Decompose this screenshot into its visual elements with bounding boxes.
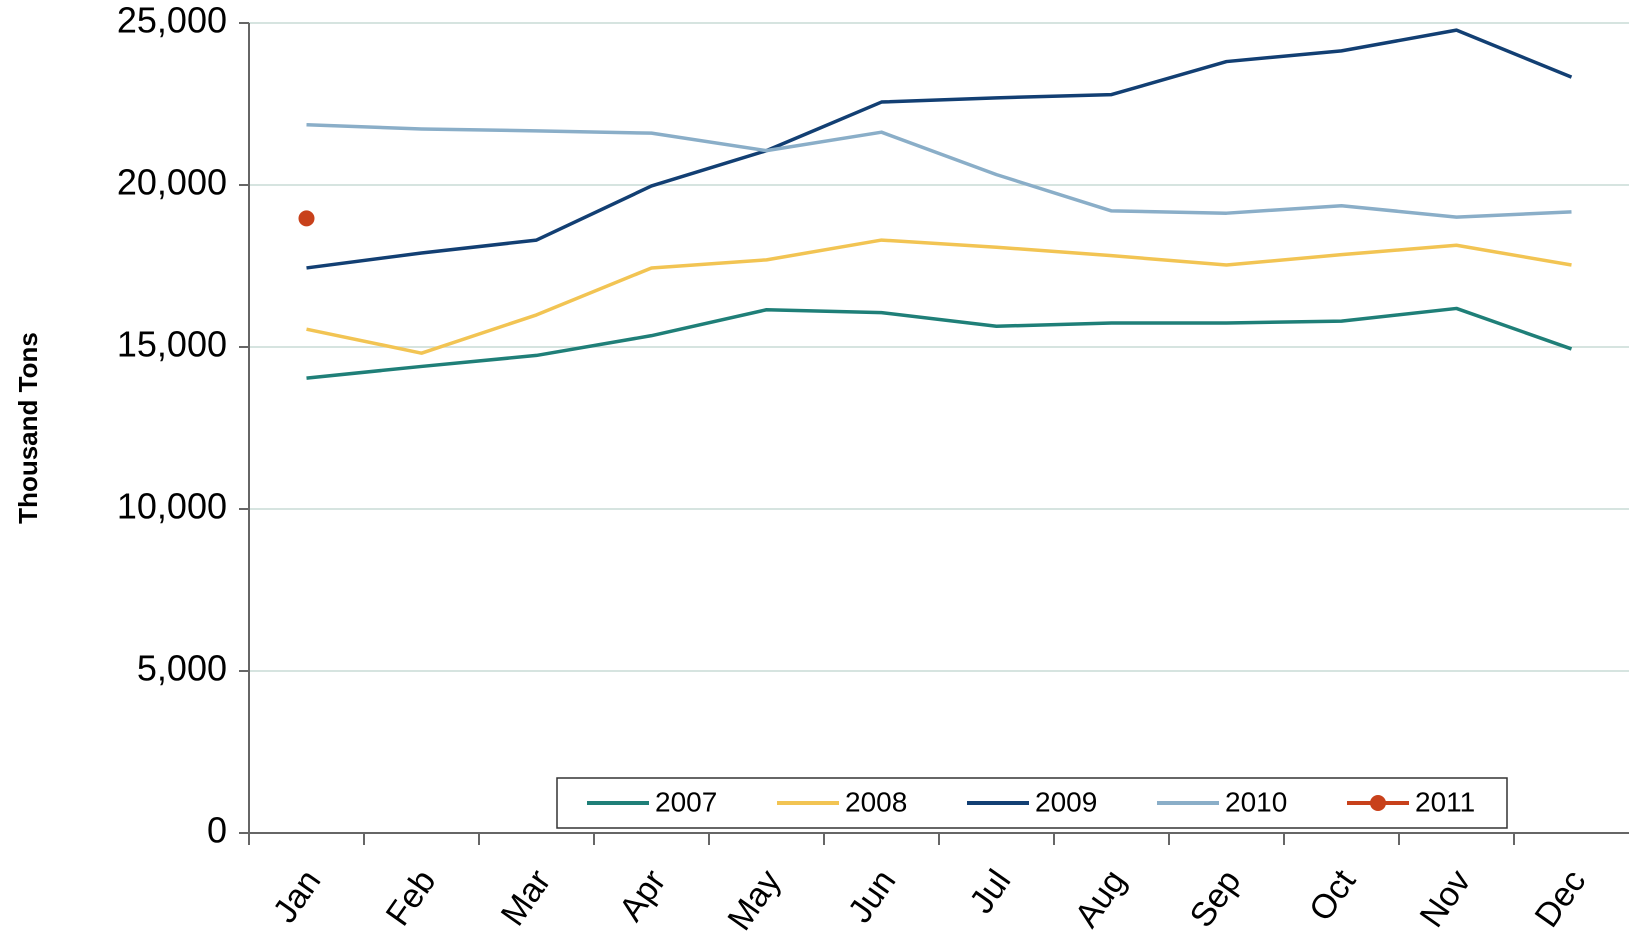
y-tick-label: 20,000 (117, 162, 227, 203)
y-tick-label: 25,000 (117, 0, 227, 41)
legend-label: 2007 (655, 786, 717, 817)
x-tick-label: Aug (1068, 863, 1134, 934)
x-tick-label: Jun (841, 863, 904, 930)
x-tick-label: Dec (1528, 863, 1594, 934)
x-tick-label: Nov (1413, 863, 1479, 934)
point (298, 210, 315, 227)
x-tick-label: Apr (612, 863, 673, 928)
x-tick-label: Mar (494, 863, 559, 933)
legend-marker (1370, 795, 1386, 811)
series-line (306, 306, 1573, 380)
x-tick-label: Jan (266, 863, 329, 930)
y-axis-title: Thousand Tons (13, 332, 43, 524)
legend-label: 2009 (1035, 786, 1097, 817)
series-line (306, 122, 1572, 219)
x-tick-label: Sep (1183, 863, 1249, 934)
legend-label: 2010 (1225, 786, 1287, 817)
y-tick-label: 5,000 (137, 648, 227, 689)
x-tick-label: Oct (1302, 863, 1364, 929)
y-tick-label: 0 (207, 810, 227, 851)
x-tick-label: Feb (379, 863, 444, 933)
x-tick-label: May (720, 863, 788, 937)
legend-label: 2008 (845, 786, 907, 817)
series-line (306, 28, 1573, 270)
legend-label: 2011 (1415, 786, 1475, 817)
series-line (306, 238, 1572, 355)
y-tick-label: 15,000 (117, 324, 227, 365)
y-tick-label: 10,000 (117, 486, 227, 527)
x-tick-label: Jul (962, 863, 1018, 920)
